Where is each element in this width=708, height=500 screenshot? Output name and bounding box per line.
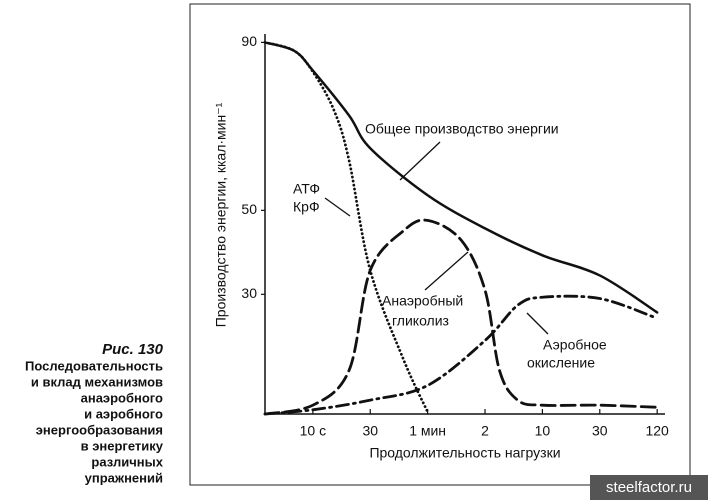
leader-line	[399, 141, 441, 181]
series-line	[263, 41, 659, 314]
caption-line: анаэробного	[81, 390, 163, 405]
series-line	[263, 40, 430, 414]
series-line	[263, 218, 659, 416]
x-tick-label: 30	[362, 423, 378, 439]
annotation: гликолиз	[392, 313, 449, 329]
caption-line: энергообразования	[36, 422, 163, 437]
annotation: Общее производство энергии	[365, 121, 559, 137]
caption-line: упражнений	[85, 470, 163, 485]
series-line	[263, 294, 659, 416]
y-tick-label: 50	[241, 201, 257, 217]
y-axis-label: Производство энергии, ккал·мин⁻¹	[213, 102, 229, 327]
y-tick-label: 30	[241, 285, 257, 301]
x-tick-label: 30	[592, 423, 608, 439]
caption-line: в энергетику	[81, 438, 164, 453]
caption-line: различных	[91, 454, 163, 469]
x-tick-label: 10 с	[300, 423, 326, 439]
x-tick-label: 120	[645, 423, 669, 439]
leader-line	[324, 197, 351, 217]
y-tick-label: 90	[241, 33, 257, 49]
watermark: steelfactor.ru	[606, 479, 692, 496]
annotation: АТФ	[293, 181, 320, 197]
x-tick-label: 2	[481, 423, 489, 439]
caption-line: и аэробного	[84, 406, 163, 421]
caption-line: и вклад механизмов	[31, 374, 163, 389]
caption-line: Последовательность	[25, 358, 163, 373]
leader-line	[526, 312, 549, 335]
frame	[189, 3, 691, 486]
annotation: Аэробное	[543, 337, 607, 353]
figure-label: Рис. 130	[102, 341, 164, 358]
x-tick-label: 1 мин	[409, 423, 446, 439]
x-tick-label: 10	[535, 423, 551, 439]
leader-line	[424, 251, 469, 291]
annotation: окисление	[527, 355, 595, 371]
watermark-box	[590, 475, 708, 500]
x-axis-label: Продолжительность нагрузки	[369, 445, 560, 461]
annotation: КрФ	[293, 199, 320, 215]
annotation: Анаэробный	[382, 293, 463, 309]
